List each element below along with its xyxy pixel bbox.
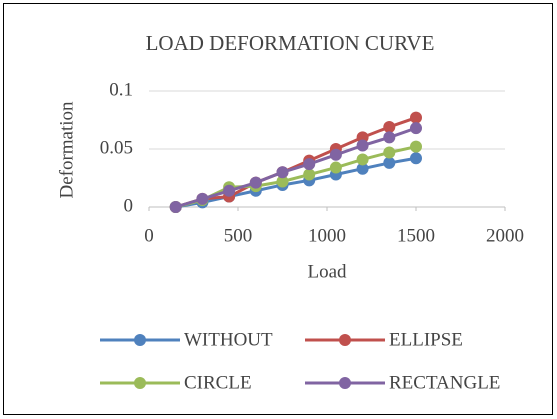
marker [410, 122, 422, 135]
marker [356, 153, 369, 166]
marker [410, 111, 422, 124]
series-line [175, 126, 417, 209]
marker [249, 176, 262, 189]
marker [276, 175, 289, 188]
y-axis-label: Deformation [56, 101, 77, 199]
marker [383, 156, 396, 169]
series-line [175, 156, 417, 209]
marker [383, 131, 396, 144]
y-tick-label: 0 [124, 195, 134, 216]
x-tick-label: 1000 [308, 225, 346, 246]
legend-marker [134, 377, 146, 389]
chart-title: LOAD DEFORMATION CURVE [146, 31, 435, 55]
x-tick-label: 2000 [486, 225, 524, 246]
marker [410, 140, 422, 153]
chart-border [3, 3, 553, 415]
x-tick-label: 1500 [397, 225, 435, 246]
legend-label: WITHOUT [184, 329, 273, 350]
legend-marker [134, 334, 146, 346]
marker [303, 158, 316, 171]
x-axis-label: Load [307, 261, 347, 282]
x-tick-label: 0 [144, 225, 154, 246]
legend-label: ELLIPSE [389, 329, 463, 350]
marker [196, 192, 209, 205]
marker [329, 148, 342, 161]
legend-label: CIRCLE [184, 372, 252, 393]
x-tick-label: 500 [224, 225, 253, 246]
marker [383, 120, 396, 133]
y-tick-label: 0.05 [100, 137, 133, 158]
marker [276, 166, 289, 179]
marker [169, 201, 182, 213]
marker [410, 152, 422, 165]
legend-label: RECTANGLE [389, 372, 500, 393]
marker [329, 161, 342, 174]
legend-marker [339, 334, 351, 346]
y-tick-label: 0.1 [109, 79, 133, 100]
series-line [175, 116, 417, 209]
marker [356, 162, 369, 175]
marker [223, 184, 236, 197]
marker [303, 168, 316, 181]
marker [383, 146, 396, 159]
legend-marker [339, 377, 351, 389]
marker [356, 139, 369, 152]
